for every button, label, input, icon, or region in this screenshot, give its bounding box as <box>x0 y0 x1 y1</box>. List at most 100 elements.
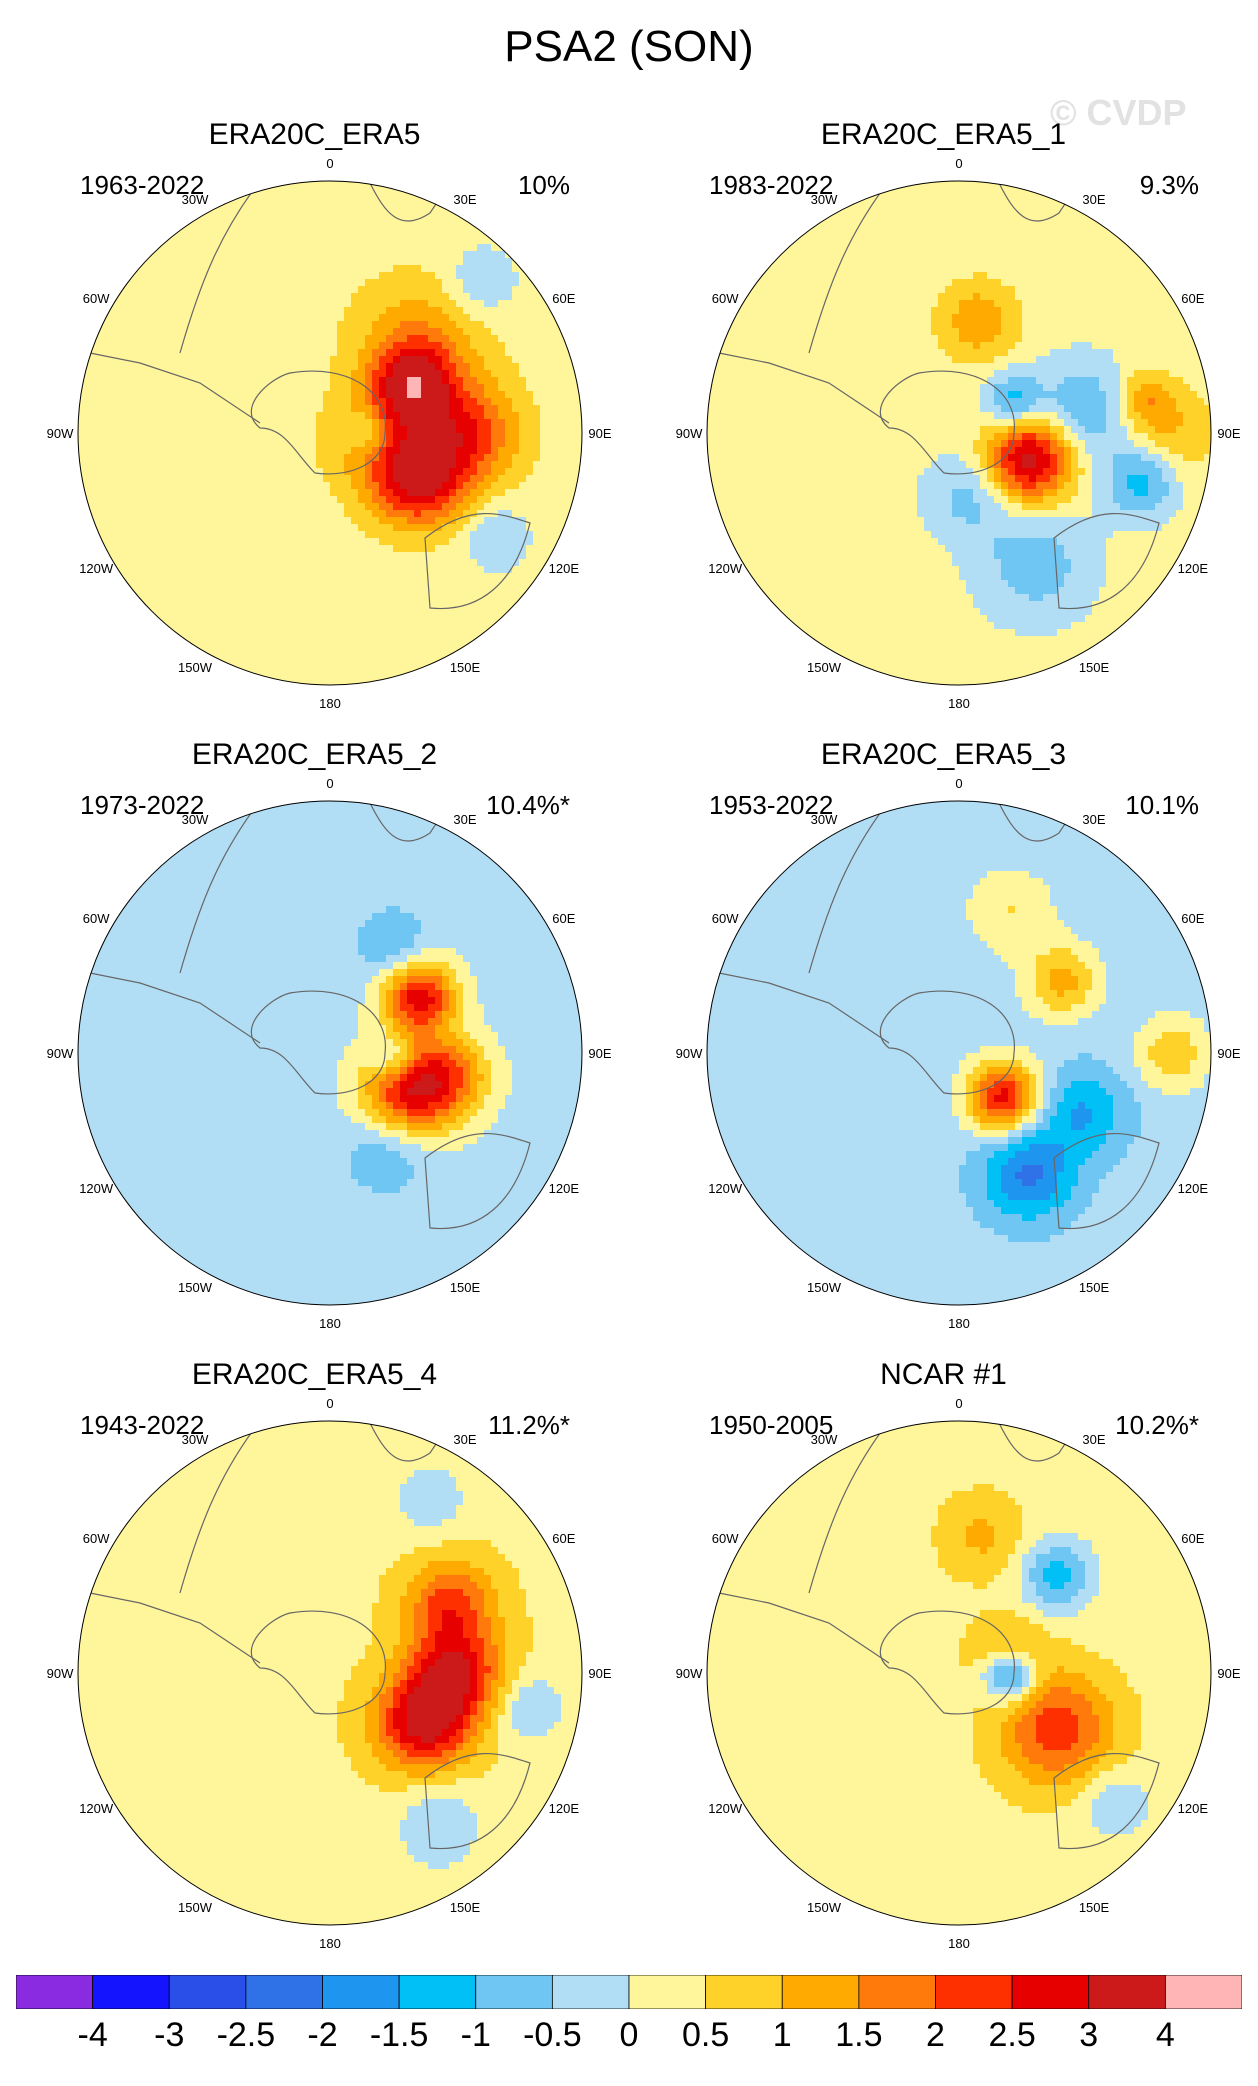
field-cell <box>148 384 156 392</box>
field-cell <box>323 657 331 665</box>
field-cell <box>393 272 401 280</box>
field-cell <box>386 489 394 497</box>
field-cell <box>162 510 170 518</box>
field-cell <box>330 286 338 294</box>
field-cell <box>924 230 932 238</box>
field-cell <box>1029 258 1037 266</box>
field-cell <box>183 391 191 399</box>
field-cell <box>512 552 520 560</box>
field-cell <box>127 349 135 357</box>
field-cell <box>533 468 541 476</box>
field-cell <box>889 209 897 217</box>
field-cell <box>225 545 233 553</box>
field-cell <box>505 419 513 427</box>
field-cell <box>372 300 380 308</box>
field-cell <box>330 314 338 322</box>
field-cell <box>232 356 240 364</box>
field-cell <box>882 293 890 301</box>
field-cell <box>260 272 268 280</box>
field-cell <box>868 230 876 238</box>
field-cell <box>372 349 380 357</box>
field-cell <box>372 307 380 315</box>
field-cell <box>770 279 778 287</box>
field-cell <box>267 573 275 581</box>
field-cell <box>442 258 450 266</box>
field-cell <box>169 622 177 630</box>
field-cell <box>288 657 296 665</box>
field-cell <box>274 328 282 336</box>
field-cell <box>421 615 429 623</box>
field-cell <box>505 412 513 420</box>
field-cell <box>92 349 100 357</box>
field-cell <box>190 608 198 616</box>
field-cell <box>358 258 366 266</box>
field-cell <box>211 566 219 574</box>
field-cell <box>372 335 380 343</box>
field-cell <box>1071 230 1079 238</box>
field-cell <box>484 244 492 252</box>
field-cell <box>225 363 233 371</box>
field-cell <box>176 272 184 280</box>
field-cell <box>337 356 345 364</box>
field-cell <box>281 503 289 511</box>
panel-years: 1963-2022 <box>80 170 204 201</box>
field-cell <box>428 468 436 476</box>
field-cell <box>176 237 184 245</box>
field-cell <box>225 244 233 252</box>
field-cell <box>980 251 988 259</box>
field-cell <box>218 328 226 336</box>
field-cell <box>211 601 219 609</box>
field-cell <box>463 321 471 329</box>
field-cell <box>938 230 946 238</box>
field-cell <box>554 349 562 357</box>
field-cell <box>470 559 478 567</box>
field-cell <box>449 433 457 441</box>
field-cell <box>1064 272 1072 280</box>
field-cell <box>211 244 219 252</box>
field-cell <box>456 279 464 287</box>
field-cell <box>106 342 114 350</box>
field-cell <box>337 475 345 483</box>
field-cell <box>197 293 205 301</box>
field-cell <box>239 489 247 497</box>
field-cell <box>155 489 163 497</box>
field-cell <box>239 230 247 238</box>
field-cell <box>435 643 443 651</box>
field-cell <box>449 461 457 469</box>
field-cell <box>358 615 366 623</box>
field-cell <box>484 545 492 553</box>
field-cell <box>547 328 555 336</box>
field-cell <box>351 545 359 553</box>
longitude-label: 0 <box>326 156 333 171</box>
field-cell <box>386 251 394 259</box>
field-cell <box>323 538 331 546</box>
field-cell <box>155 524 163 532</box>
field-cell <box>316 531 324 539</box>
field-cell <box>924 293 932 301</box>
field-cell <box>351 314 359 322</box>
field-cell <box>162 349 170 357</box>
field-cell <box>260 405 268 413</box>
field-cell <box>889 230 897 238</box>
field-cell <box>498 615 506 623</box>
field-cell <box>470 300 478 308</box>
field-cell <box>204 503 212 511</box>
field-cell <box>204 440 212 448</box>
field-cell <box>344 510 352 518</box>
field-cell <box>1036 209 1044 217</box>
field-cell <box>365 475 373 483</box>
field-cell <box>372 545 380 553</box>
field-cell <box>239 279 247 287</box>
field-cell <box>113 510 121 518</box>
field-cell <box>512 377 520 385</box>
field-cell <box>372 503 380 511</box>
field-cell <box>162 608 170 616</box>
field-cell <box>428 475 436 483</box>
field-cell <box>246 615 254 623</box>
field-cell <box>309 181 317 189</box>
field-cell <box>1085 265 1093 273</box>
field-cell <box>498 552 506 560</box>
field-cell <box>372 538 380 546</box>
field-cell <box>980 202 988 210</box>
field-cell <box>945 216 953 224</box>
